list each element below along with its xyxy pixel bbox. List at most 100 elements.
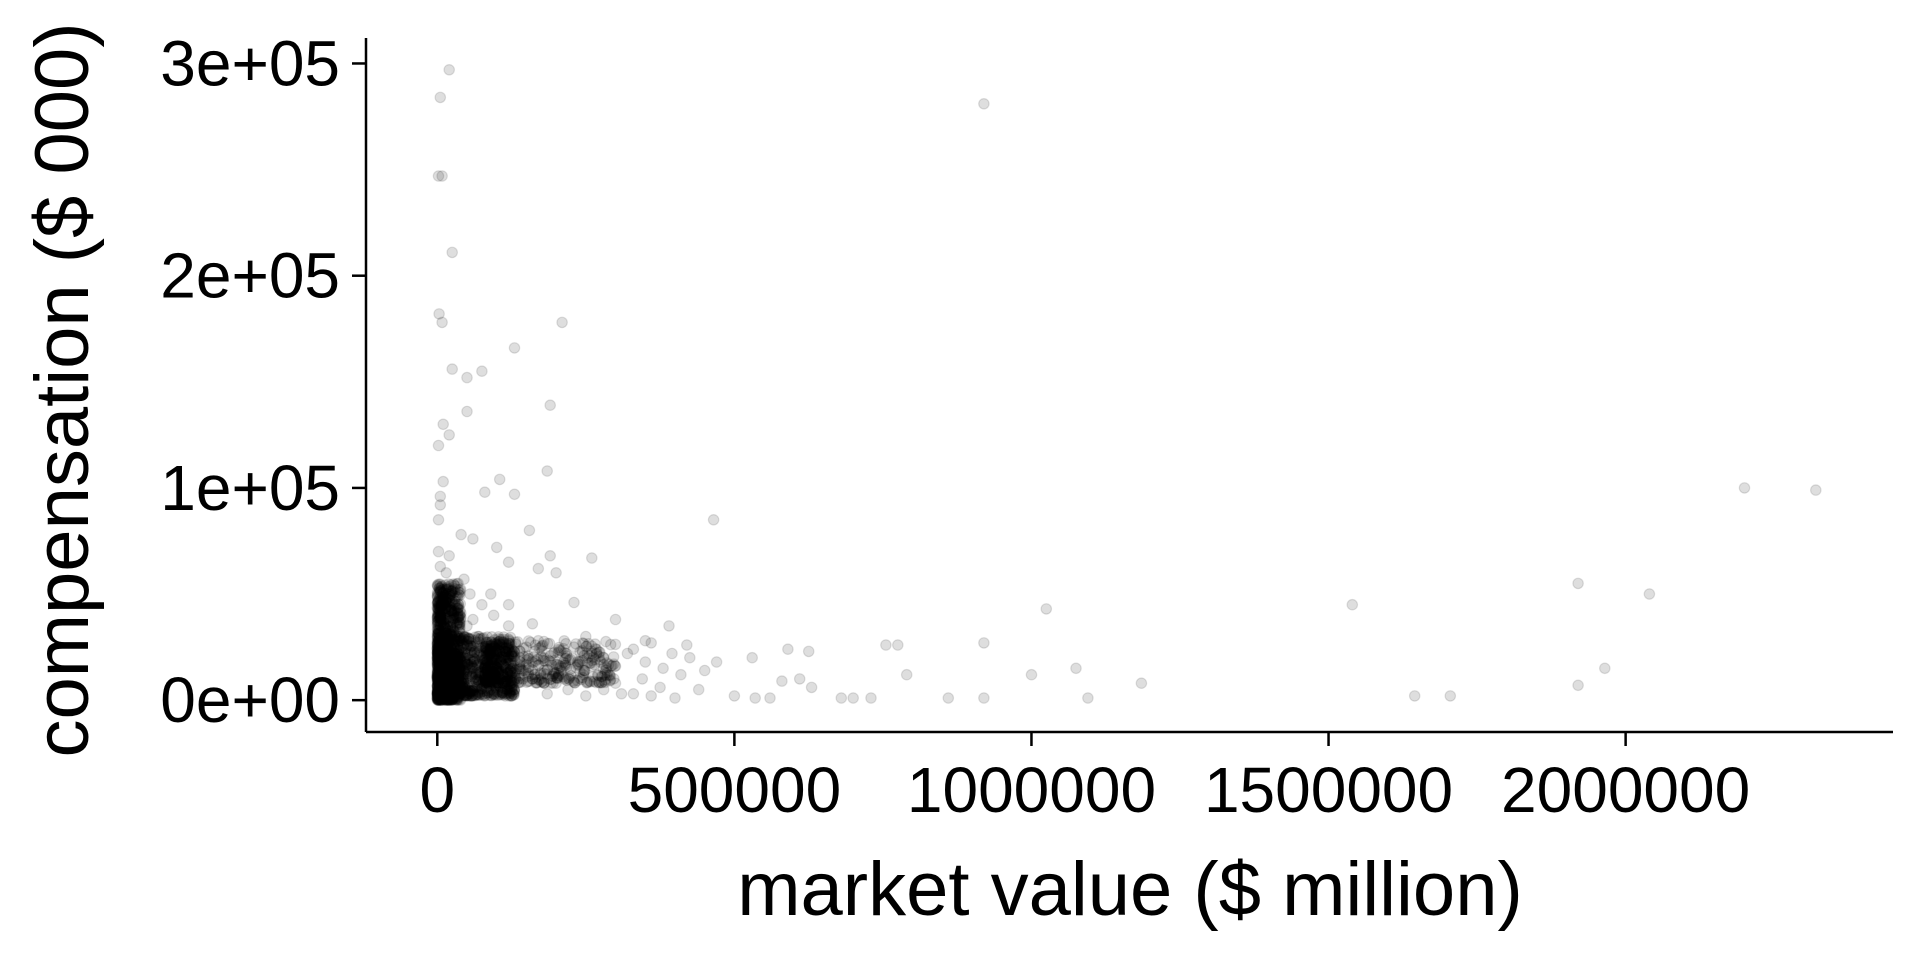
data-point (470, 668, 482, 681)
data-point (436, 651, 448, 664)
data-point (466, 669, 479, 681)
data-point (441, 612, 454, 624)
data-point (455, 607, 467, 619)
data-point (459, 680, 471, 692)
data-point (434, 91, 447, 104)
data-point (435, 675, 448, 688)
data-point (433, 667, 445, 680)
data-point (1810, 484, 1822, 496)
data-point (451, 681, 464, 694)
data-point (432, 628, 444, 641)
data-point (434, 586, 447, 598)
data-point (441, 624, 453, 637)
data-point (441, 595, 454, 608)
data-point (460, 638, 473, 650)
data-point (446, 691, 459, 704)
data-point (1040, 603, 1053, 615)
data-point (453, 632, 466, 645)
data-point (443, 645, 456, 658)
data-point (432, 653, 444, 666)
data-point (615, 687, 628, 700)
data-point (435, 654, 447, 667)
data-point (432, 644, 444, 657)
data-point (433, 692, 445, 705)
data-point (454, 664, 467, 677)
data-point (440, 635, 452, 648)
data-point (431, 646, 444, 659)
data-point (441, 674, 453, 687)
data-point (436, 590, 448, 603)
data-point (434, 590, 447, 602)
data-point (432, 609, 444, 621)
data-point (442, 654, 455, 666)
data-point (441, 608, 454, 620)
data-point (442, 583, 455, 596)
data-point (452, 598, 465, 611)
data-point (438, 620, 451, 633)
data-point (431, 691, 444, 704)
data-point (431, 653, 444, 665)
data-point (433, 653, 446, 666)
data-point (431, 640, 444, 653)
data-point (434, 657, 447, 670)
data-point (435, 592, 448, 605)
data-point (457, 633, 470, 645)
data-point (448, 603, 460, 616)
data-point (443, 676, 456, 688)
data-point (431, 688, 444, 701)
data-point (508, 676, 520, 689)
data-point (431, 651, 444, 664)
data-point (441, 659, 454, 672)
data-point (444, 689, 457, 702)
data-point (431, 673, 444, 686)
data-point (435, 692, 447, 705)
data-point (455, 684, 467, 697)
data-point (443, 429, 455, 441)
data-point (451, 694, 463, 706)
data-point (431, 591, 444, 603)
data-point (469, 681, 482, 694)
data-point (444, 669, 457, 682)
data-point (435, 609, 447, 622)
data-point (455, 675, 468, 687)
data-point (432, 627, 444, 640)
data-point (450, 599, 463, 612)
data-point (488, 633, 501, 646)
data-point (447, 660, 460, 673)
data-point (435, 580, 448, 592)
data-point (435, 688, 448, 701)
data-point (436, 689, 449, 701)
data-point (541, 687, 553, 700)
data-point (480, 665, 493, 677)
data-point (443, 600, 456, 613)
data-point (445, 579, 458, 591)
data-point (550, 566, 562, 579)
data-point (455, 611, 467, 624)
data-point (432, 692, 445, 705)
y-tick-label: 3e+05 (160, 27, 340, 99)
data-point (453, 616, 465, 629)
data-point (433, 659, 446, 672)
data-point (433, 608, 446, 620)
data-point (435, 694, 448, 706)
data-point (457, 677, 469, 690)
data-point (434, 673, 446, 686)
data-point (453, 689, 466, 702)
data-point (436, 316, 448, 329)
data-point (442, 663, 455, 675)
data-point (440, 594, 452, 606)
data-point (443, 590, 456, 603)
data-point (440, 688, 452, 700)
data-point (477, 674, 489, 687)
data-point (448, 663, 460, 676)
data-point (434, 692, 446, 704)
data-point (1599, 662, 1611, 675)
data-point (441, 665, 454, 677)
data-point (433, 641, 446, 653)
data-point (437, 667, 450, 679)
data-point (505, 663, 517, 676)
data-point (452, 669, 465, 681)
data-point (1408, 690, 1421, 702)
data-point (433, 612, 446, 625)
data-point (431, 692, 444, 705)
